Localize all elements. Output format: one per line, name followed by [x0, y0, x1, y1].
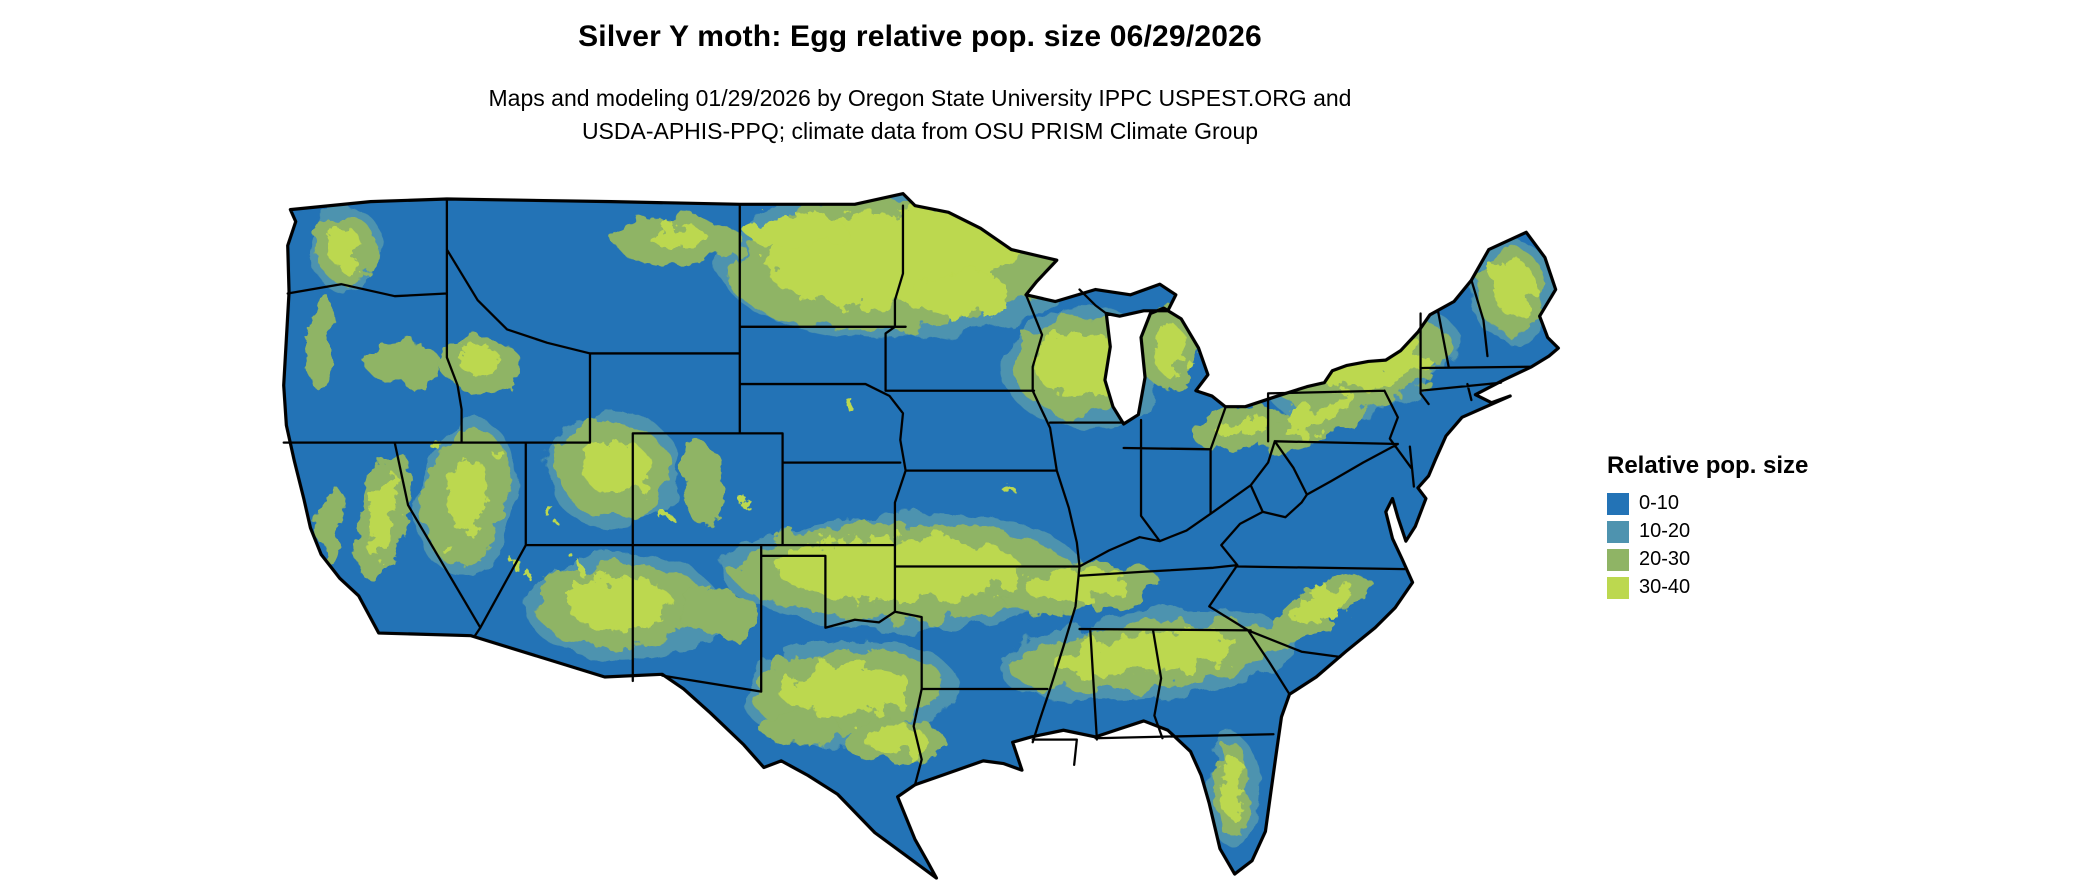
legend-swatch-20-30 [1607, 548, 1629, 571]
state-borders [282, 197, 1533, 786]
us-map [282, 192, 1560, 880]
legend-item-10-20: 10-20 [1607, 520, 1808, 543]
us-map-container [277, 167, 1561, 886]
legend-item-20-30: 20-30 [1607, 548, 1808, 571]
map-subtitle-line-2: USDA-APHIS-PPQ; climate data from OSU PR… [581, 118, 1259, 144]
legend-swatch-0-10 [1607, 492, 1629, 515]
map-fill-layers [283, 193, 1559, 879]
legend-item-30-40: 30-40 [1607, 576, 1808, 599]
legend-swatch-30-40 [1607, 576, 1629, 599]
legend: Relative pop. size 0-10 10-20 20-30 30-4… [1607, 452, 1808, 604]
legend-label-0-10: 0-10 [1639, 492, 1680, 514]
legend-label-20-30: 20-30 [1639, 548, 1691, 570]
legend-title: Relative pop. size [1607, 452, 1809, 479]
map-title: Silver Y moth: Egg relative pop. size 06… [578, 20, 1262, 53]
map-subtitle-line-1: Maps and modeling 01/29/2026 by Oregon S… [488, 85, 1352, 111]
us-outline [282, 192, 1560, 880]
legend-swatch-10-20 [1607, 520, 1629, 543]
legend-label-10-20: 10-20 [1639, 520, 1691, 542]
legend-item-0-10: 0-10 [1607, 492, 1808, 515]
subtitle-block: Maps and modeling 01/29/2026 by Oregon S… [0, 82, 1840, 148]
title-block: Silver Y moth: Egg relative pop. size 06… [0, 20, 1840, 54]
legend-label-30-40: 30-40 [1639, 576, 1691, 598]
